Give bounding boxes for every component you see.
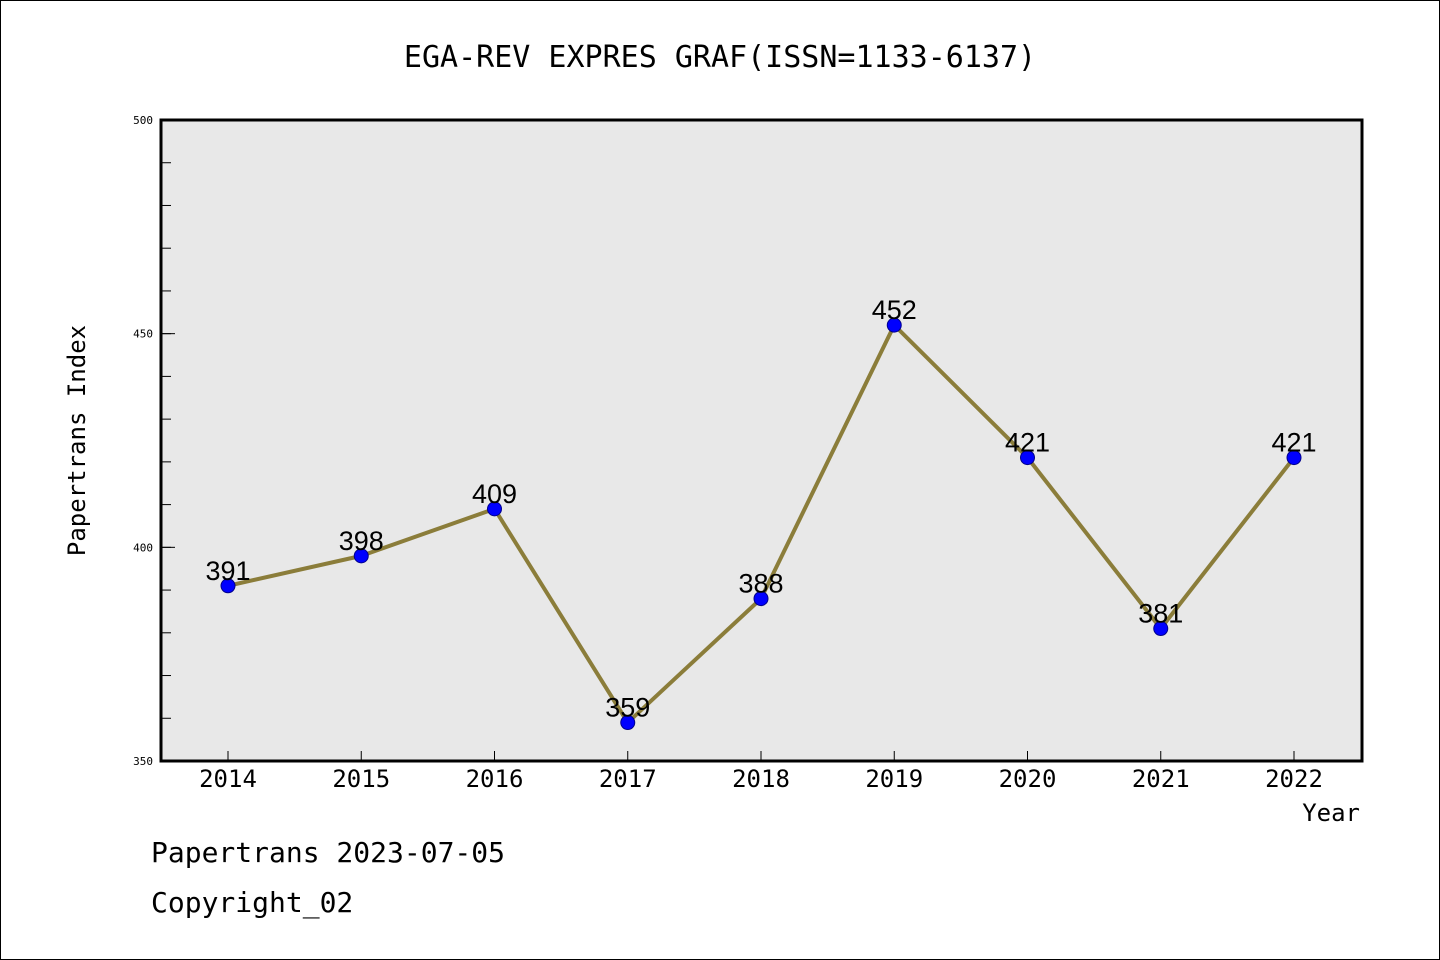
- data-point: [753, 591, 769, 607]
- y-tick-label: 500: [133, 114, 153, 127]
- data-label: 388: [738, 569, 783, 599]
- data-point: [886, 317, 902, 333]
- x-tick-label: 2014: [199, 765, 257, 793]
- data-point: [1286, 450, 1302, 466]
- y-tick-label: 450: [133, 328, 153, 341]
- data-label: 359: [605, 693, 650, 723]
- x-tick-label: 2017: [599, 765, 657, 793]
- y-axis-label: Papertrans Index: [63, 325, 91, 556]
- data-label: 452: [872, 295, 917, 325]
- data-label: 409: [472, 479, 517, 509]
- data-points: [220, 317, 1302, 731]
- data-point: [220, 578, 236, 594]
- x-tick-label: 2020: [999, 765, 1057, 793]
- data-label: 421: [1005, 428, 1050, 458]
- x-tick-label: 2016: [466, 765, 524, 793]
- chart-title: EGA-REV EXPRES GRAF(ISSN=1133-6137): [404, 40, 1036, 75]
- data-point: [1020, 450, 1035, 466]
- data-point: [620, 715, 636, 731]
- data-point: [353, 548, 369, 564]
- plot-area: [161, 120, 1362, 761]
- copyright-text: Copyright_02: [151, 886, 354, 919]
- data-point: [487, 501, 502, 517]
- data-label: 381: [1138, 599, 1183, 629]
- data-label: 421: [1271, 428, 1316, 458]
- x-tick-label: 2021: [1132, 765, 1190, 793]
- y-tick-label: 350: [133, 755, 153, 768]
- x-tick-label: 2015: [332, 765, 390, 793]
- x-tick-label: 2018: [732, 765, 790, 793]
- x-tick-label: 2022: [1265, 765, 1323, 793]
- data-label: 391: [205, 556, 250, 586]
- source-date-text: Papertrans 2023-07-05: [151, 836, 506, 869]
- data-labels: 391 398 409 359 388 452 421 381 421: [205, 295, 1316, 722]
- y-tick-label: 400: [133, 541, 153, 554]
- x-axis: 2014 2015 2016 2017 2018 2019 2020 2021 2022: [199, 751, 1323, 793]
- data-label: 398: [339, 526, 384, 556]
- plot-border: [159, 118, 1364, 763]
- x-axis-label: Year: [1302, 799, 1360, 827]
- data-point: [1153, 621, 1169, 637]
- x-tick-label: 2019: [865, 765, 923, 793]
- y-axis: 350 400 450 500: [133, 114, 175, 768]
